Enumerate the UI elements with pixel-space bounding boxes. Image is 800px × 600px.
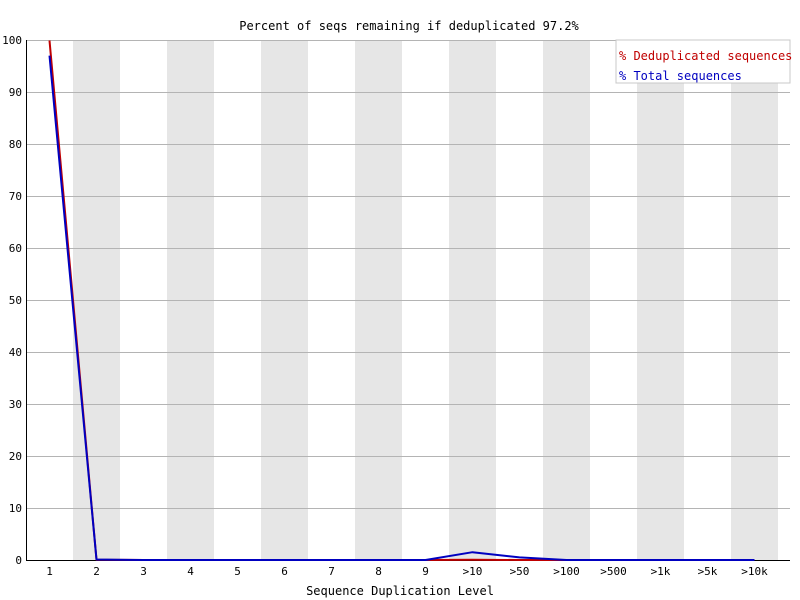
- x-tick-label: >10: [463, 565, 483, 578]
- y-tick-label: 40: [9, 346, 22, 359]
- x-tick-label: 2: [93, 565, 100, 578]
- y-tick-label: 10: [9, 502, 22, 515]
- x-tick-labels: 1 2 3 4 5 6 7 8 9 >10 >50 >100 >500 >1k >5k >10k: [46, 565, 768, 578]
- x-tick-label: 3: [140, 565, 147, 578]
- x-tick-label: 1: [46, 565, 53, 578]
- legend-entry-deduplicated: % Deduplicated sequences: [619, 49, 792, 63]
- legend: % Deduplicated sequences % Total sequenc…: [615, 39, 792, 84]
- y-tick-label: 80: [9, 138, 22, 151]
- series-lines: [48, 40, 755, 561]
- x-tick-label: >1k: [651, 565, 671, 578]
- x-tick-label: >50: [510, 565, 530, 578]
- legend-entry-total: % Total sequences: [619, 69, 742, 83]
- y-tick-label: 20: [9, 450, 22, 463]
- x-tick-label: 5: [234, 565, 241, 578]
- x-tick-label: 6: [281, 565, 288, 578]
- y-tick-label: 0: [15, 554, 22, 567]
- x-tick-label: 9: [422, 565, 429, 578]
- y-tick-labels: 0 10 20 30 40 50 60 70 80 90 100: [2, 34, 22, 567]
- y-tick-label: 70: [9, 190, 22, 203]
- x-tick-label: >10k: [741, 565, 768, 578]
- y-tick-label: 50: [9, 294, 22, 307]
- y-tick-label: 90: [9, 86, 22, 99]
- x-axis-label: Sequence Duplication Level: [306, 584, 494, 598]
- x-tick-label: 8: [375, 565, 382, 578]
- x-tick-label: >100: [553, 565, 580, 578]
- chart-title: Percent of seqs remaining if deduplicate…: [239, 19, 579, 33]
- x-tick-label: >5k: [698, 565, 718, 578]
- y-tick-label: 100: [2, 34, 22, 47]
- x-tick-label: >500: [600, 565, 627, 578]
- y-tick-label: 30: [9, 398, 22, 411]
- x-tick-label: 7: [328, 565, 335, 578]
- series-line-total: [48, 55, 755, 561]
- legend-box: [615, 39, 791, 84]
- y-tick-label: 60: [9, 242, 22, 255]
- x-tick-label: 4: [187, 565, 194, 578]
